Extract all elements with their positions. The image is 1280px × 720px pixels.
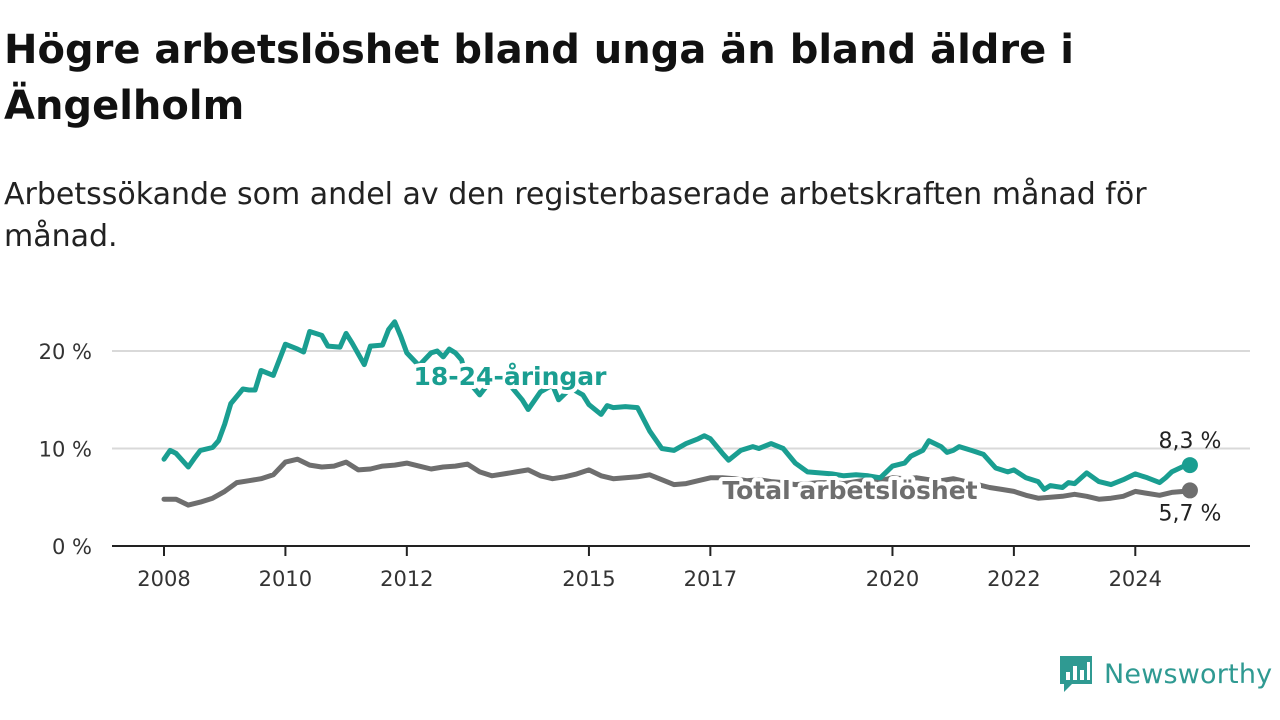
x-tick-label: 2010 xyxy=(259,567,312,591)
x-tick-label: 2012 xyxy=(380,567,433,591)
x-tick-label: 2024 xyxy=(1109,567,1162,591)
series-lines xyxy=(161,319,1193,508)
series-line-youth xyxy=(161,319,1193,492)
y-tick-label: 10 % xyxy=(39,438,92,462)
series-label-total: Total arbetslöshet xyxy=(722,476,977,505)
gridlines xyxy=(112,350,1250,450)
y-tick-label: 20 % xyxy=(39,340,92,364)
x-tick-label: 2022 xyxy=(987,567,1040,591)
brand-name: Newsworthy xyxy=(1104,658,1273,690)
x-tick-label: 2017 xyxy=(684,567,737,591)
series-line-total xyxy=(161,456,1193,508)
end-markers: 5,7 % 8,3 % xyxy=(1158,429,1221,526)
y-axis-ticks: 0 % 10 % 20 % xyxy=(39,340,92,559)
chart-title: Högre arbetslöshet bland unga än bland ä… xyxy=(4,27,1074,129)
series-label-youth: 18-24-åringar xyxy=(414,362,608,391)
x-tick-label: 2015 xyxy=(562,567,615,591)
end-marker-youth xyxy=(1181,457,1198,474)
x-tick-label: 2008 xyxy=(137,567,190,591)
newsworthy-logo[interactable]: Newsworthy xyxy=(1058,654,1272,694)
series-labels: 18-24-åringar Total arbetslöshet xyxy=(410,358,982,509)
end-label-total: 5,7 % xyxy=(1158,501,1221,526)
end-label-youth: 8,3 % xyxy=(1158,429,1221,454)
x-axis-ticks: 2008 2010 2012 2015 2017 2020 2022 2024 xyxy=(137,546,1162,591)
chart-subtitle: Arbetssökande som andel av den registerb… xyxy=(4,177,1147,254)
y-tick-label: 0 % xyxy=(52,535,92,559)
newsworthy-logo-icon xyxy=(1060,656,1092,692)
end-marker-total xyxy=(1181,482,1198,499)
x-tick-label: 2020 xyxy=(866,567,919,591)
